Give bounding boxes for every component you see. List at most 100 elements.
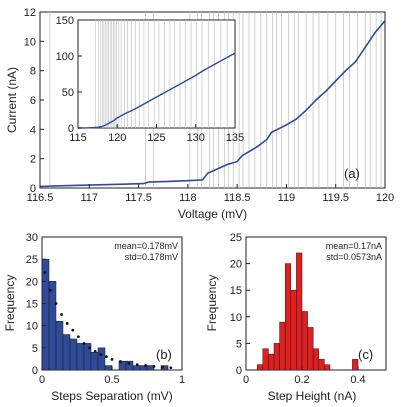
inset-xtick-label: 130 xyxy=(187,132,205,144)
inset-xtick-label: 115 xyxy=(69,132,87,144)
inset-xtick-label: 120 xyxy=(108,132,126,144)
panel-b-ytick-label: 20 xyxy=(26,276,38,288)
panel-a-xtick-label: 119.5 xyxy=(322,192,349,204)
inset-ytick-label: 100 xyxy=(56,51,74,63)
panel-b-xtick-label: 0.5 xyxy=(104,374,119,386)
panel-b-fit-point xyxy=(88,346,91,350)
panel-a-ytick-label: 8 xyxy=(30,66,36,78)
inset-frame xyxy=(77,19,236,129)
panel-b-ytick-label: 5 xyxy=(32,343,38,355)
panel-b-fit-point xyxy=(127,361,131,365)
panel-b-std: std=0.178mV xyxy=(125,252,178,262)
panel-b-bar xyxy=(76,343,85,371)
panel-c-bar xyxy=(296,252,303,371)
panel-b-fit-point xyxy=(43,271,47,274)
panel-a-xlabel: Voltage (mV) xyxy=(178,207,247,221)
inset-ytick-label: 50 xyxy=(62,87,74,99)
panel-c-std: std=0.0573nA xyxy=(326,252,382,262)
panel-b-ylabel: Frequency xyxy=(3,275,17,332)
panel-b-bar xyxy=(55,320,64,371)
panel-b-fit-point xyxy=(77,335,80,339)
inset-ytick-label: 150 xyxy=(56,15,74,27)
panel-b-bar xyxy=(62,334,71,371)
panel-c-chart: 0 0.2 0.4 0 5 10 15 20 25 mean=0.17nA std=0.057… xyxy=(205,232,387,403)
panel-a-ytick-label: 10 xyxy=(24,36,36,48)
panel-b-fit-point xyxy=(110,357,114,361)
panel-c-bar xyxy=(273,343,280,371)
panel-b-bar xyxy=(160,365,169,371)
panel-a-current-line xyxy=(39,20,386,188)
panel-b-fit-point xyxy=(65,322,69,325)
inset-xtick-label: 135 xyxy=(226,132,244,144)
panel-a-xtick-label: 117.5 xyxy=(125,192,152,204)
panel-a-xtick-label: 119 xyxy=(278,192,296,204)
panel-b-chart: 0 0.5 1 0 5 10 15 20 25 30 mean=0.178mV std=0.17… xyxy=(3,232,185,403)
panel-c-xlabel: Step Height (nA) xyxy=(268,389,357,403)
panel-a-xtick-label: 120 xyxy=(376,192,394,204)
panel-c-xtick-label: 0.2 xyxy=(294,374,309,386)
panel-c-bar xyxy=(318,359,325,371)
panel-b-xlabel: Steps Separation (mV) xyxy=(51,389,172,403)
panel-b-bar xyxy=(97,347,106,371)
panel-a-ytick-label: 2 xyxy=(30,154,36,166)
panel-c-ytick-label: 15 xyxy=(230,285,242,297)
panel-b-label: (b) xyxy=(156,347,172,362)
panel-c-ytick-label: 5 xyxy=(236,338,242,350)
panel-b-fit-point xyxy=(49,288,52,292)
panel-c-bar xyxy=(290,289,297,371)
panel-b-bar xyxy=(132,365,141,371)
panel-b-ytick-label: 10 xyxy=(26,321,38,333)
panel-b-fit-point xyxy=(60,313,63,316)
panel-a-ytick-label: 6 xyxy=(30,95,36,107)
panel-c-bar xyxy=(256,364,264,371)
panel-c-ytick-label: 10 xyxy=(230,312,242,324)
panel-c-xtick-label: 0 xyxy=(243,374,249,386)
panel-b-bar xyxy=(69,338,78,371)
panel-b-fit-point xyxy=(99,353,103,356)
panel-b-ytick-label: 15 xyxy=(26,299,38,311)
panel-a-xtick-label: 118.5 xyxy=(224,192,251,204)
panel-c-bar xyxy=(352,359,359,371)
inset-xtick-label: 125 xyxy=(147,132,165,144)
panel-a-ytick-label: 12 xyxy=(24,7,36,19)
panel-c-bar xyxy=(268,353,275,371)
panel-b-mean: mean=0.178mV xyxy=(114,241,178,251)
panel-a-xtick-label: 118 xyxy=(179,192,197,204)
panel-c-xtick-label: 0.4 xyxy=(350,374,365,386)
inset-current-line xyxy=(77,52,236,129)
panel-a-xtick-label: 116.5 xyxy=(27,192,54,204)
panel-a-ytick-label: 4 xyxy=(30,124,36,136)
panel-b-bar xyxy=(41,258,50,371)
panel-c-ylabel: Frequency xyxy=(205,275,219,332)
inset-ytick-label: 0 xyxy=(68,123,74,135)
panel-c-bar xyxy=(324,364,331,371)
panel-a-xtick-label: 117 xyxy=(81,192,99,204)
panel-b-fit-point xyxy=(71,328,75,332)
panel-b-fit-point xyxy=(119,360,122,363)
panel-b-fit-point xyxy=(144,364,148,367)
panel-c-mean: mean=0.17nA xyxy=(326,241,382,251)
panel-a-inset: 115 120 125 130 135 0 50 100 150 xyxy=(56,15,245,144)
panel-b-bar xyxy=(48,281,57,371)
panel-c-ytick-label: 0 xyxy=(236,365,242,377)
panel-b-fit-point xyxy=(152,365,156,368)
panel-c-bar xyxy=(262,348,269,371)
panel-c-bar xyxy=(279,321,286,371)
panel-b-fit-point xyxy=(82,342,86,345)
panel-c-bar xyxy=(284,263,292,371)
panel-b-ytick-label: 30 xyxy=(26,232,38,244)
panel-a-ytick-label: 0 xyxy=(30,183,36,195)
panel-c-ytick-label: 20 xyxy=(230,259,242,271)
panel-b-bar xyxy=(104,365,113,371)
panel-b-xtick-label: 1 xyxy=(179,374,185,386)
panel-a-ylabel: Current (nA) xyxy=(5,67,19,133)
panel-b-fit-point xyxy=(135,363,139,367)
panel-b-ytick-label: 25 xyxy=(26,254,38,266)
panel-c-label: (c) xyxy=(358,347,373,362)
panel-c-ytick-label: 25 xyxy=(230,232,242,244)
panel-b-fit-point xyxy=(105,355,108,359)
panel-c-bar xyxy=(312,348,320,371)
panel-b-fit-point xyxy=(93,349,97,353)
panel-b-fit-point xyxy=(161,365,164,369)
